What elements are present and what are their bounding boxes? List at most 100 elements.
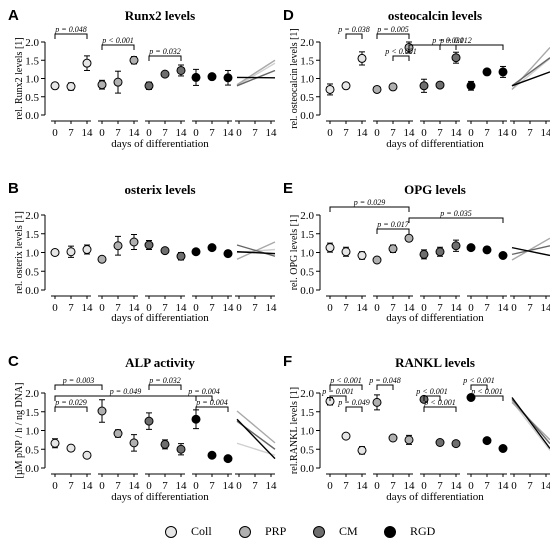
data-point-d-cm — [451, 53, 461, 63]
x-tick-label-d: 7 — [484, 127, 490, 139]
data-point-d-rgd — [466, 81, 476, 91]
x-tick-label-f: 7 — [527, 480, 533, 492]
data-point-c-rgd — [223, 454, 233, 464]
significance-bracket-c — [148, 384, 182, 390]
x-tick-label-f: 7 — [437, 480, 443, 492]
data-point-b-cm — [160, 246, 170, 256]
data-point-c-coll — [50, 438, 60, 448]
significance-label-a: p < 0.001 — [101, 36, 133, 45]
significance-label-d: p < 0.001 — [384, 47, 416, 56]
y-tick-label-c: 0.5 — [25, 444, 39, 456]
y-axis-label-d: rel. osteocalcin levels [1] — [289, 28, 300, 129]
significance-bracket-f — [470, 395, 504, 401]
y-tick-label-b: 1.0 — [25, 248, 39, 260]
x-tick-label-c: 14 — [129, 480, 141, 492]
data-point-e-prp — [372, 255, 382, 265]
x-tick-label-c: 14 — [82, 480, 94, 492]
x-tick-label-d: 7 — [390, 127, 396, 139]
x-tick-label-a: 14 — [266, 127, 278, 139]
data-point-d-coll — [357, 53, 367, 63]
slope-line-c-coll — [236, 442, 276, 456]
data-point-a-rgd — [191, 72, 201, 82]
data-point-b-cm — [144, 240, 154, 250]
significance-label-f: p < 0.001 — [423, 398, 455, 407]
panel-title-a: Runx2 levels — [124, 8, 196, 23]
legend-marker-coll — [165, 525, 177, 538]
significance-label-c: p = 0.029 — [54, 398, 86, 407]
data-point-d-cm — [435, 80, 445, 90]
significance-bracket-f — [423, 406, 457, 412]
y-tick-label-e: 0.0 — [300, 285, 314, 297]
significance-bracket-d — [376, 33, 410, 39]
x-tick-label-c: 0 — [146, 480, 152, 492]
y-tick-label-d: 2.0 — [300, 37, 314, 49]
x-tick-label-b: 14 — [82, 302, 94, 314]
x-tick-label-c: 14 — [223, 480, 235, 492]
data-point-a-prp — [113, 77, 123, 87]
x-tick-label-b: 0 — [146, 302, 152, 314]
panel-title-f: RANKL levels — [395, 355, 475, 370]
x-tick-label-d: 7 — [437, 127, 443, 139]
slope-line-f-rgd — [511, 397, 550, 449]
significance-bracket-f — [345, 406, 363, 412]
significance-bracket-e — [408, 217, 504, 223]
x-tick-label-d: 14 — [357, 127, 369, 139]
data-point-a-coll — [66, 82, 76, 92]
data-point-f-prp — [404, 435, 414, 445]
data-point-a-prp — [97, 80, 107, 90]
y-tick-label-b: 2.0 — [25, 210, 39, 222]
x-tick-label-f: 7 — [390, 480, 396, 492]
x-tick-label-e: 7 — [343, 302, 349, 314]
x-tick-label-f: 0 — [327, 480, 333, 492]
x-tick-label-f: 0 — [421, 480, 427, 492]
legend-label-rgd: RGD — [410, 524, 436, 538]
data-point-a-rgd — [207, 72, 217, 82]
legend-label-cm: CM — [339, 524, 358, 538]
y-axis-label-b: rel. osterix levels [1] — [14, 211, 25, 294]
x-tick-label-f: 0 — [468, 480, 474, 492]
slope-line-c-rgd — [236, 418, 276, 460]
data-point-d-coll — [341, 81, 351, 91]
y-axis-label-f: rel.RANKL levels [1] — [289, 387, 300, 474]
x-tick-label-f: 7 — [484, 480, 490, 492]
x-tick-label-e: 0 — [374, 302, 380, 314]
slope-line-d-prp — [511, 47, 550, 90]
data-point-d-cm — [419, 81, 429, 91]
y-tick-label-f: 0.0 — [300, 463, 314, 475]
y-tick-label-e: 2.0 — [300, 210, 314, 222]
data-point-e-rgd — [482, 245, 492, 255]
data-point-c-coll — [82, 450, 92, 460]
data-point-e-prp — [404, 233, 414, 243]
x-tick-label-e: 7 — [437, 302, 443, 314]
x-tick-label-e: 0 — [327, 302, 333, 314]
data-point-c-cm — [160, 439, 170, 449]
y-tick-label-e: 0.5 — [300, 266, 314, 278]
x-tick-label-a: 7 — [162, 127, 168, 139]
legend-item-rgd: RGD — [384, 524, 435, 539]
x-tick-label-d: 14 — [498, 127, 510, 139]
data-point-c-rgd — [207, 450, 217, 460]
x-tick-label-c: 14 — [266, 480, 278, 492]
y-tick-label-c: 1.0 — [25, 426, 39, 438]
x-tick-label-d: 0 — [511, 127, 517, 139]
significance-label-c: p = 0.004 — [187, 387, 219, 396]
x-tick-label-d: 0 — [468, 127, 474, 139]
legend-marker-rgd — [384, 525, 396, 538]
legend-item-coll: Coll — [165, 524, 212, 539]
x-tick-label-e: 7 — [484, 302, 490, 314]
legend-label-coll: Coll — [191, 524, 212, 538]
x-axis-title-f: days of differentiation — [386, 491, 484, 503]
data-point-f-coll — [341, 431, 351, 441]
y-tick-label-b: 0.5 — [25, 266, 39, 278]
data-point-f-cm — [451, 439, 461, 449]
x-tick-label-b: 7 — [115, 302, 121, 314]
x-tick-label-f: 0 — [374, 480, 380, 492]
y-tick-label-a: 1.5 — [25, 55, 39, 67]
slope-line-b-rgd — [236, 251, 276, 255]
significance-label-a: p = 0.048 — [54, 25, 86, 34]
slope-line-e-prp — [511, 237, 550, 261]
slope-line-d-cm — [511, 57, 550, 87]
significance-label-f: p = 0.049 — [337, 398, 369, 407]
data-point-b-coll — [66, 247, 76, 257]
x-axis-title-a: days of differentiation — [111, 138, 209, 150]
